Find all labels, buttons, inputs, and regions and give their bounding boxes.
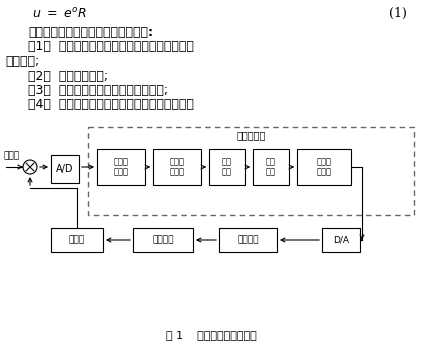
Text: （2）  定义模糊子集;: （2） 定义模糊子集; [28, 69, 108, 83]
Bar [51, 155, 79, 183]
Text: (1): (1) [389, 7, 407, 20]
Bar [88, 127, 414, 215]
Text: （4）  计算得到输出变量并进行去模糊化处理。: （4） 计算得到输出变量并进行去模糊化处理。 [28, 99, 194, 111]
Bar [133, 228, 193, 252]
Bar [253, 149, 289, 185]
Bar [219, 228, 277, 252]
Text: 模糊控制器: 模糊控制器 [236, 130, 266, 140]
Text: 传感器: 传感器 [69, 236, 85, 245]
Text: 被控对象: 被控对象 [152, 236, 174, 245]
Text: （3）  建立模糊规则并确定隶属度函数;: （3） 建立模糊规则并确定隶属度函数; [28, 84, 168, 97]
Text: 综上，模糊控制可以概括为以下步骤:: 综上，模糊控制可以概括为以下步骤: [28, 26, 153, 39]
Text: $u\ =\ e^{o}R$: $u\ =\ e^{o}R$ [32, 7, 87, 21]
Text: 执行机构: 执行机构 [237, 236, 259, 245]
Circle shape [23, 160, 37, 174]
Bar [51, 228, 103, 252]
Text: 模糊
规则: 模糊 规则 [222, 157, 232, 177]
Text: 値模糊化;: 値模糊化; [5, 55, 39, 68]
Bar [209, 149, 245, 185]
Text: D/A: D/A [333, 236, 349, 245]
Bar [97, 149, 145, 185]
Bar [322, 228, 360, 252]
Text: A/D: A/D [56, 164, 74, 174]
Text: 图 1    模糊控制系统原理图: 图 1 模糊控制系统原理图 [165, 330, 256, 340]
Text: 模糊量
化处理: 模糊量 化处理 [170, 157, 184, 177]
Text: 非模糊
化处理: 非模糊 化处理 [317, 157, 331, 177]
Text: （1）  确定系统输入变量，并将输入变量的精确: （1） 确定系统输入变量，并将输入变量的精确 [28, 41, 194, 53]
Text: 模糊
推理: 模糊 推理 [266, 157, 276, 177]
Text: 给定値: 给定値 [4, 151, 20, 160]
Bar [297, 149, 351, 185]
Bar [153, 149, 201, 185]
Text: 计算控
制变量: 计算控 制变量 [114, 157, 128, 177]
